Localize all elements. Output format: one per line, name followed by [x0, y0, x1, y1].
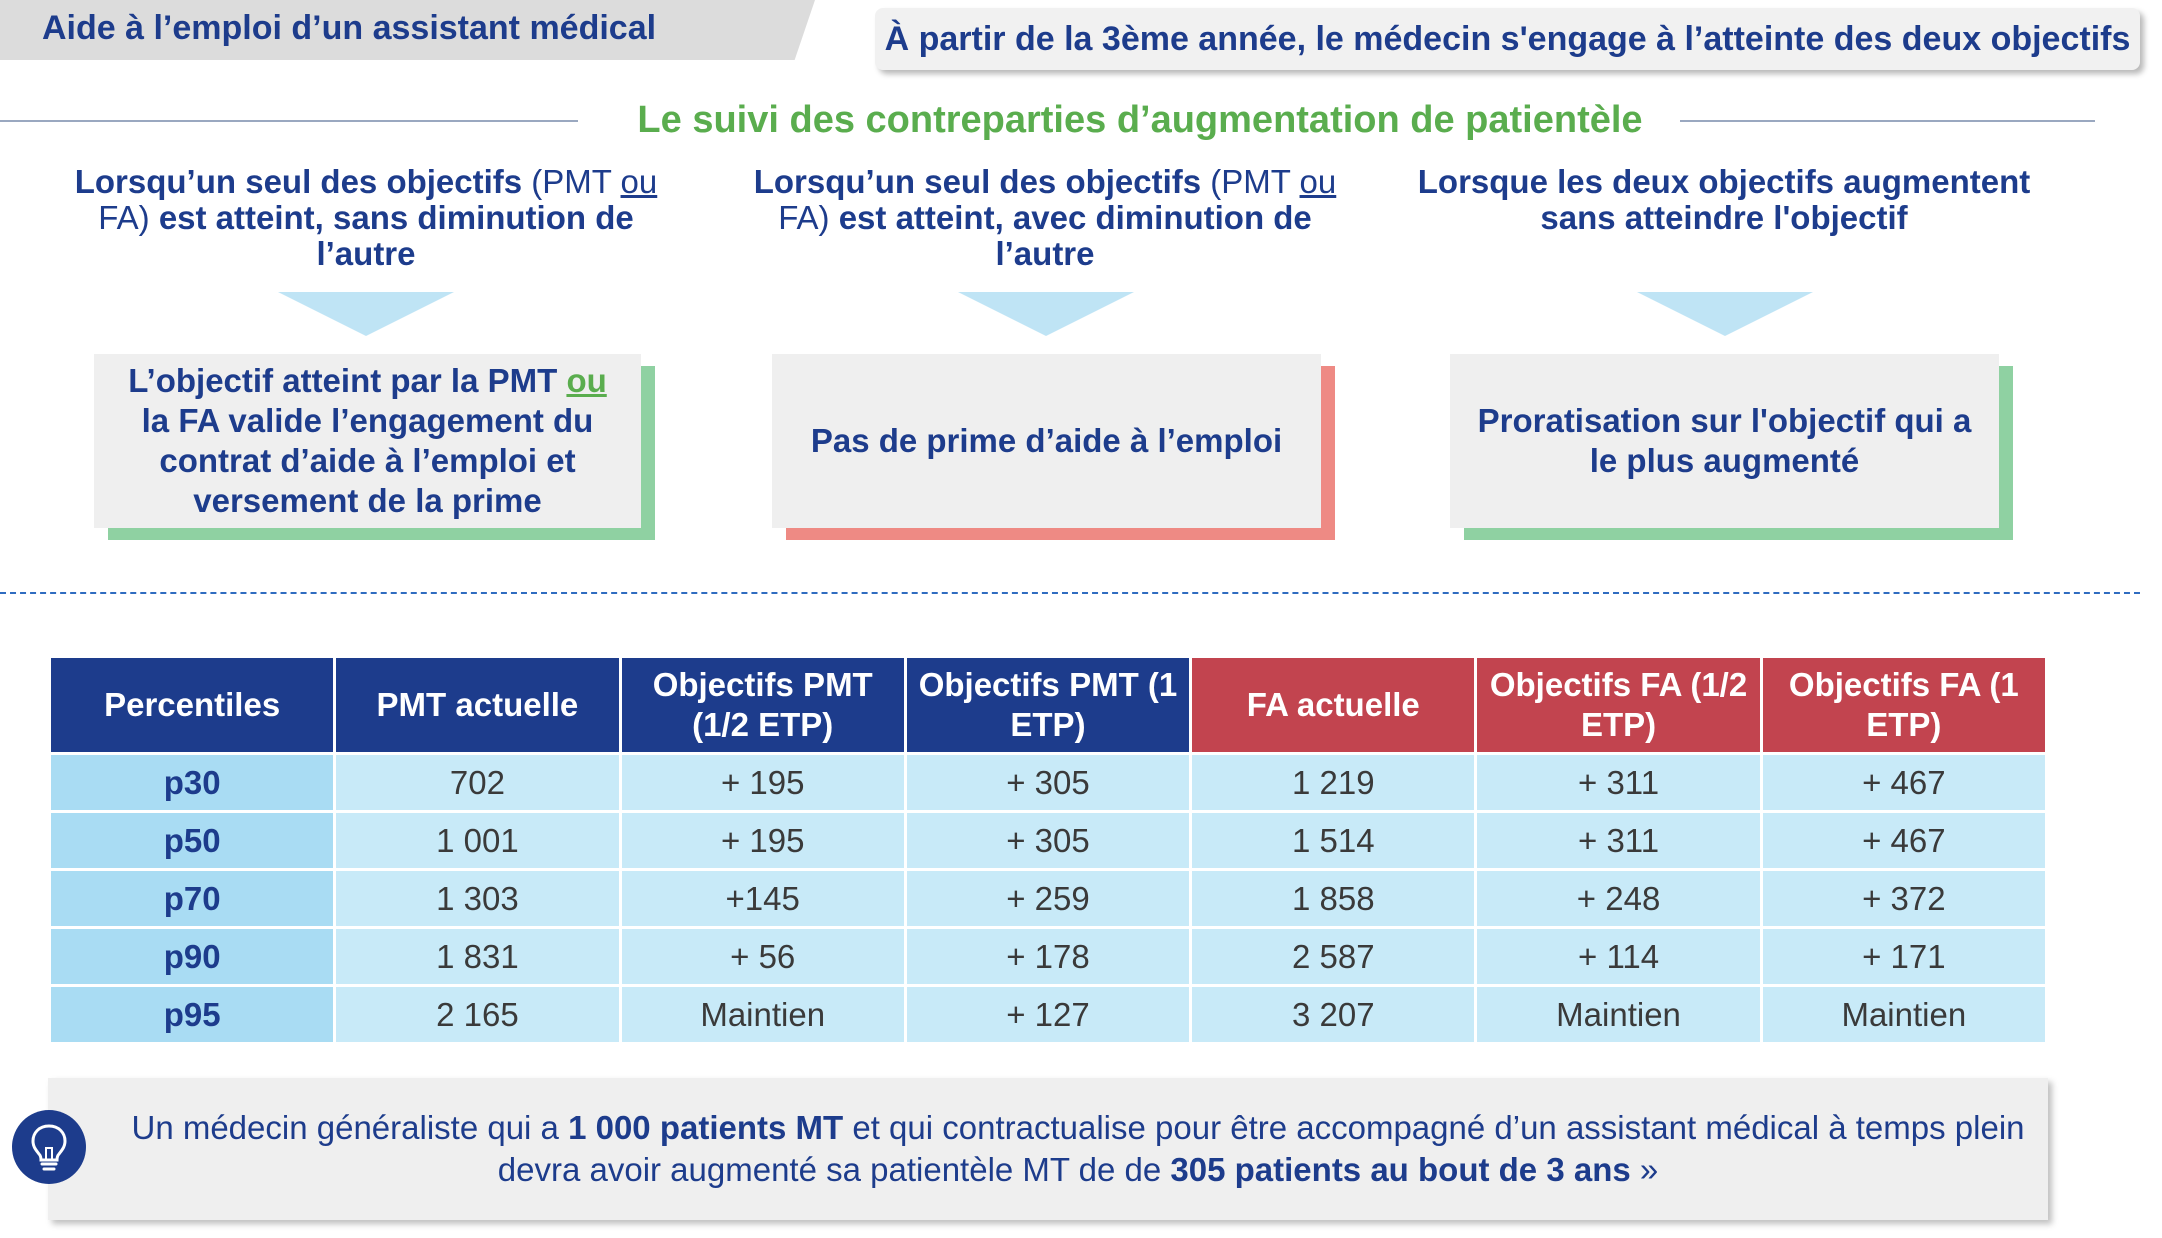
percentiles-table: Percentiles PMT actuelle Objectifs PMT (…: [47, 655, 2049, 1045]
table-cell: 1 303: [333, 868, 622, 929]
header-percentiles: Percentiles: [47, 655, 337, 755]
table-row: p70 1 303 +145 + 259 1 858 + 248 + 372: [47, 868, 2049, 929]
table-cell: Maintien: [1759, 984, 2049, 1045]
case-text: (PMT: [522, 163, 621, 200]
table-cell: 702: [333, 752, 622, 813]
result-text: L’objectif atteint par la PMT: [128, 362, 567, 399]
table-cell: + 127: [903, 984, 1193, 1045]
table-cell: + 467: [1759, 752, 2049, 813]
down-arrow-icon: [1637, 292, 1813, 336]
table-cell: + 171: [1759, 926, 2049, 987]
table-cell: 2 165: [333, 984, 622, 1045]
section-divider-left: [0, 120, 578, 122]
table-cell: + 372: [1759, 868, 2049, 929]
case-text-underlined: ou: [1299, 163, 1337, 200]
table-row: p90 1 831 + 56 + 178 2 587 + 114 + 171: [47, 926, 2049, 987]
table-cell: + 195: [618, 752, 907, 813]
percentile-cell: p90: [47, 926, 337, 987]
table-cell: 3 207: [1189, 984, 1478, 1045]
table-cell: + 195: [618, 810, 907, 871]
header-objectifs-fa-half: Objectifs FA (1/2 ETP): [1474, 655, 1763, 755]
note-text-bold: 305 patients au bout de 3 ans: [1170, 1151, 1631, 1188]
table-cell: + 305: [903, 752, 1193, 813]
header-tab-label: Aide à l’emploi d’un assistant médical: [42, 9, 657, 47]
case-text-bold: est atteint, sans diminution de l’autre: [158, 199, 634, 272]
header-pmt-actuelle: PMT actuelle: [333, 655, 622, 755]
case-single-no-decrease: Lorsqu’un seul des objectifs (PMT ou FA)…: [56, 164, 676, 272]
table-cell: 1 858: [1189, 868, 1478, 929]
note-text: Un médecin généraliste qui a: [131, 1109, 569, 1146]
case-text-underlined: ou: [620, 163, 658, 200]
table-cell: + 467: [1759, 810, 2049, 871]
case-text: (PMT: [1201, 163, 1300, 200]
percentile-cell: p70: [47, 868, 337, 929]
table-header-row: Percentiles PMT actuelle Objectifs PMT (…: [47, 655, 2049, 755]
table-row: p95 2 165 Maintien + 127 3 207 Maintien …: [47, 984, 2049, 1045]
header-tab: Aide à l’emploi d’un assistant médical: [0, 0, 815, 60]
result-card-no-prime: Pas de prime d’aide à l’emploi: [772, 354, 1321, 528]
result-card-prorata: Proratisation sur l'objectif qui a le pl…: [1450, 354, 1999, 528]
case-text-bold: Lorsqu’un seul des objectifs: [753, 163, 1202, 200]
note-text-bold: 1 000 patients MT: [568, 1109, 844, 1146]
table-cell: + 305: [903, 810, 1193, 871]
table-cell: 1 514: [1189, 810, 1478, 871]
table-row: p50 1 001 + 195 + 305 1 514 + 311 + 467: [47, 810, 2049, 871]
case-text-bold: Lorsqu’un seul des objectifs: [74, 163, 523, 200]
case-both-increase: Lorsque les deux objectifs augmentent sa…: [1417, 163, 2031, 236]
case-text-bold: est atteint, avec diminution de l’autre: [838, 199, 1312, 272]
percentile-cell: p95: [47, 984, 337, 1045]
result-card-prime: L’objectif atteint par la PMT ou la FA v…: [94, 354, 641, 528]
lightbulb-icon-glyph: [31, 1124, 67, 1171]
table-cell: 1 001: [333, 810, 622, 871]
table-cell: + 311: [1474, 752, 1763, 813]
table-cell: + 311: [1474, 810, 1763, 871]
percentile-cell: p50: [47, 810, 337, 871]
down-arrow-icon: [278, 292, 454, 336]
table-cell: + 248: [1474, 868, 1763, 929]
header-fa-actuelle: FA actuelle: [1189, 655, 1478, 755]
header-banner: À partir de la 3ème année, le médecin s'…: [875, 8, 2140, 70]
dotted-separator: [0, 592, 2140, 594]
table-cell: Maintien: [618, 984, 907, 1045]
header-objectifs-pmt-half: Objectifs PMT (1/2 ETP): [618, 655, 907, 755]
result-text-highlight: ou: [566, 362, 607, 399]
section-divider-right: [1680, 120, 2095, 122]
table-cell: + 114: [1474, 926, 1763, 987]
example-note: Un médecin généraliste qui a 1 000 patie…: [48, 1078, 2048, 1220]
table-cell: 1 831: [333, 926, 622, 987]
header-objectifs-pmt-full: Objectifs PMT (1 ETP): [903, 655, 1193, 755]
case-text: FA): [778, 199, 839, 236]
result-text: la FA valide l’engagement du contrat d’a…: [141, 402, 594, 519]
header-objectifs-fa-full: Objectifs FA (1 ETP): [1759, 655, 2049, 755]
table-cell: 1 219: [1189, 752, 1478, 813]
note-text: et qui contractualise pour être accompag…: [497, 1109, 2025, 1188]
case-single-with-decrease: Lorsqu’un seul des objectifs (PMT ou FA)…: [735, 164, 1355, 272]
table-cell: + 178: [903, 926, 1193, 987]
table-cell: + 259: [903, 868, 1193, 929]
table-cell: + 56: [618, 926, 907, 987]
table-cell: +145: [618, 868, 907, 929]
case-text: FA): [98, 199, 159, 236]
note-text: »: [1630, 1151, 1659, 1188]
down-arrow-icon: [958, 292, 1134, 336]
table-cell: Maintien: [1474, 984, 1763, 1045]
table-cell: 2 587: [1189, 926, 1478, 987]
table-row: p30 702 + 195 + 305 1 219 + 311 + 467: [47, 752, 2049, 813]
percentile-cell: p30: [47, 752, 337, 813]
lightbulb-icon: [12, 1110, 86, 1184]
section-title: Le suivi des contreparties d’augmentatio…: [637, 99, 1643, 141]
